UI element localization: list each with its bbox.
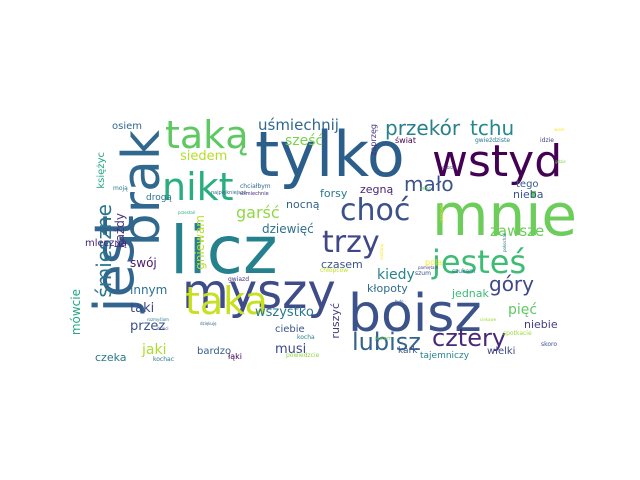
word-12: choć [340, 193, 411, 228]
word-30: jaki [142, 342, 167, 358]
word-73: skoro [541, 341, 558, 348]
word-10: taka [185, 279, 268, 323]
word-23: uśmiechnij [258, 116, 339, 134]
word-5: myszy [182, 264, 336, 320]
word-90: gdzie [555, 159, 566, 164]
word-14: trzy [322, 225, 380, 260]
word-47: nieba [513, 188, 544, 201]
word-48: niebie [524, 318, 558, 331]
word-1: tylko [255, 118, 405, 191]
word-76: powiedzcie [286, 352, 320, 359]
word-87: pamiętam [418, 265, 439, 270]
word-91: było [395, 299, 404, 304]
word-53: kark [398, 346, 418, 356]
word-2: licz [170, 212, 278, 289]
word-11: nikt [162, 165, 234, 209]
word-68: szukam [452, 268, 475, 275]
word-86: dziękuję [200, 321, 217, 326]
word-26: siedem [180, 149, 228, 164]
word-64: moją [113, 185, 128, 192]
word-17: przekór [385, 116, 461, 140]
word-39: zegną [360, 183, 394, 196]
word-22: garść [236, 203, 280, 222]
word-88: ciekawe [480, 317, 497, 322]
word-37: czasem [321, 258, 363, 271]
word-57: księżyc [96, 152, 107, 189]
word-3: mnie [432, 181, 578, 249]
word-67: chłopców [320, 267, 349, 274]
word-92: dobrze [442, 165, 456, 170]
word-44: ruszyć [329, 303, 342, 339]
word-9: taką [165, 113, 249, 157]
word-74: kochac [153, 356, 175, 363]
word-83: przecież [439, 205, 444, 222]
word-77: jestem [375, 336, 392, 342]
word-60: zaprzęg [369, 124, 378, 156]
word-61: świat [395, 136, 416, 145]
word-19: mało [404, 172, 454, 196]
word-49: tego [516, 179, 539, 190]
word-81: wiem [554, 127, 565, 132]
word-65: chciałbym [240, 183, 271, 190]
word-72: spotkacie [503, 330, 532, 337]
word-80: więc [420, 186, 432, 192]
word-21: śmieszne [92, 204, 116, 298]
word-24: zawsze [490, 222, 545, 240]
word-13: jesteś [432, 243, 527, 281]
word-45: kłopoty [367, 282, 408, 295]
word-66: gwiazd [228, 276, 250, 283]
word-34: musi [275, 342, 307, 357]
word-69: szum [415, 270, 431, 277]
word-16: cztery [432, 324, 507, 352]
word-93: pokochać [502, 233, 507, 252]
word-55: wielki [487, 346, 516, 357]
word-35: mówcie [69, 289, 83, 336]
word-18: tchu [470, 116, 515, 140]
word-54: tajemniczy [420, 351, 470, 361]
word-27: kiedy [377, 267, 415, 283]
word-50: czeka [95, 351, 127, 364]
word-40: nocną [286, 198, 320, 211]
word-29: wszystko [255, 305, 314, 320]
word-20: góry [489, 272, 534, 296]
word-31: taki [130, 301, 155, 316]
word-63: łąki [228, 352, 243, 361]
word-82: dzieci [157, 326, 169, 331]
word-89: przestań [178, 210, 196, 215]
word-25: sześć [285, 133, 324, 149]
word-38: forsy [320, 187, 348, 200]
word-85: rozmyślam [147, 317, 169, 322]
word-52: ciebie [275, 324, 305, 335]
word-75: kocha [297, 334, 315, 341]
word-62: pola [425, 258, 443, 267]
word-42: swój [130, 256, 157, 270]
word-71: idzie [540, 137, 554, 144]
word-51: bardzo [197, 346, 232, 357]
word-84: zostanę [379, 244, 384, 260]
word-15: lubisz [352, 328, 421, 356]
word-43: gniewam [193, 215, 207, 270]
word-58: mleczną [85, 238, 127, 249]
word-33: innym [130, 283, 168, 297]
word-70: gwieździste [475, 137, 511, 144]
word-78: najpiękniejsze [211, 190, 247, 196]
word-36: dziewięć [262, 222, 314, 236]
word-4: boisz [348, 284, 482, 344]
word-79: uśmiechnie [240, 191, 269, 197]
word-28: pięć [508, 302, 538, 318]
word-6: wstyd [432, 136, 563, 187]
word-56: osiem [112, 121, 142, 132]
word-32: przez [130, 319, 166, 334]
word-59: drogą [146, 193, 172, 203]
word-46: jednak [452, 287, 489, 300]
